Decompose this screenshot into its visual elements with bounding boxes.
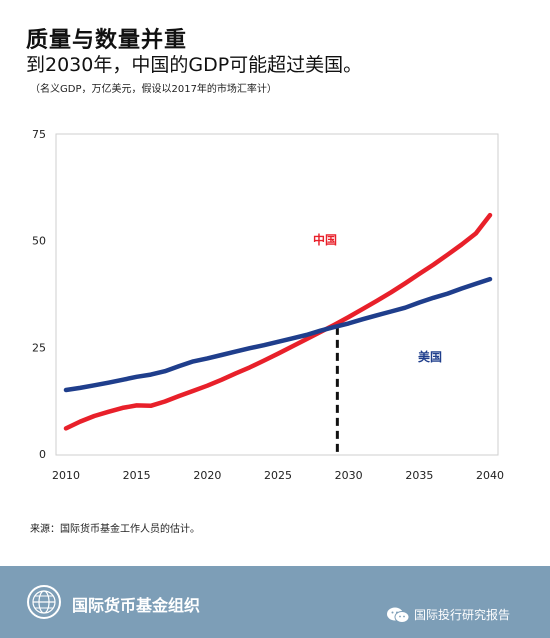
x-tick-label: 2040 <box>476 469 504 482</box>
x-tick-label: 2010 <box>52 469 80 482</box>
y-tick-label: 0 <box>39 448 46 461</box>
series-line-usa <box>63 276 493 393</box>
x-axis: 2010 2015 2020 2025 2030 2035 2040 <box>52 469 504 482</box>
imf-globe-logo-icon <box>27 585 61 619</box>
chart-title: 质量与数量并重 <box>26 28 188 53</box>
footer-bar: 国际货币基金组织 国际投行研究报告 <box>0 566 550 638</box>
y-tick-label: 75 <box>32 128 46 141</box>
source-note: 来源：国际货币基金工作人员的估计。 <box>30 524 200 535</box>
y-axis: 0 25 50 75 <box>32 128 46 461</box>
plot-area-frame <box>55 133 499 456</box>
y-tick-label: 25 <box>32 341 46 354</box>
x-tick-label: 2030 <box>335 469 363 482</box>
chart-subtitle: 到2030年，中国的GDP可能超过美国。 <box>26 54 363 76</box>
series-label-china: 中国 <box>313 232 337 247</box>
series-line-china <box>63 212 493 431</box>
x-tick-label: 2025 <box>264 469 292 482</box>
x-tick-label: 2020 <box>193 469 221 482</box>
series-label-usa: 美国 <box>418 349 442 364</box>
x-tick-label: 2035 <box>405 469 433 482</box>
x-tick-label: 2015 <box>123 469 151 482</box>
y-tick-label: 50 <box>32 235 46 248</box>
wechat-icon <box>387 607 410 623</box>
chart-note: （名义GDP，万亿美元，假设以2017年的市场汇率计） <box>30 84 277 95</box>
footer-org-name: 国际货币基金组织 <box>72 596 201 615</box>
footer-account-name: 国际投行研究报告 <box>414 608 511 622</box>
